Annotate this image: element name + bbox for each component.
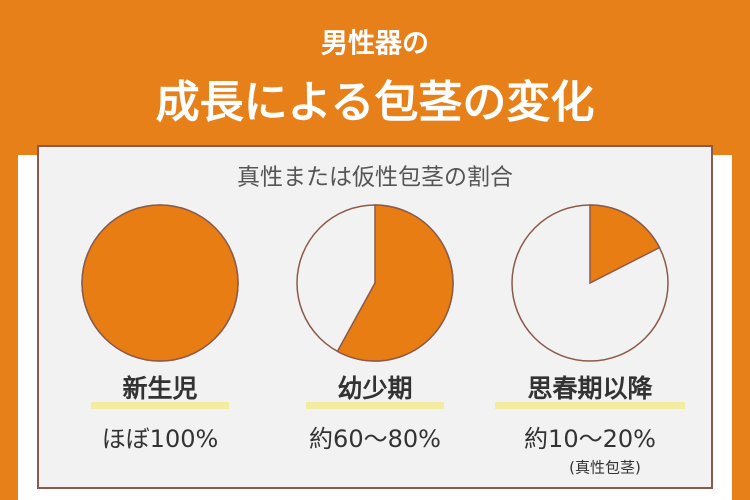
pie-slice <box>589 204 661 285</box>
title-line2: 成長による包茎の変化 <box>156 77 595 128</box>
pie-slice <box>336 204 454 362</box>
value-label: 約10〜20% <box>524 425 656 453</box>
label-highlight <box>306 402 444 409</box>
label-highlight <box>495 402 685 409</box>
pie-title: 思春期以降 <box>527 374 653 403</box>
label-highlight <box>91 402 229 409</box>
value-label: ほぼ100% <box>102 425 219 453</box>
pie-slice <box>81 204 239 362</box>
pie-title: 新生児 <box>122 374 197 403</box>
value-label: 約60〜80% <box>309 425 441 453</box>
title-line1: 男性器の <box>321 29 429 60</box>
pie-note: (真性包茎) <box>569 459 641 477</box>
panel-title: 真性または仮性包茎の割合 <box>237 165 513 191</box>
pie-title: 幼少期 <box>337 374 412 403</box>
